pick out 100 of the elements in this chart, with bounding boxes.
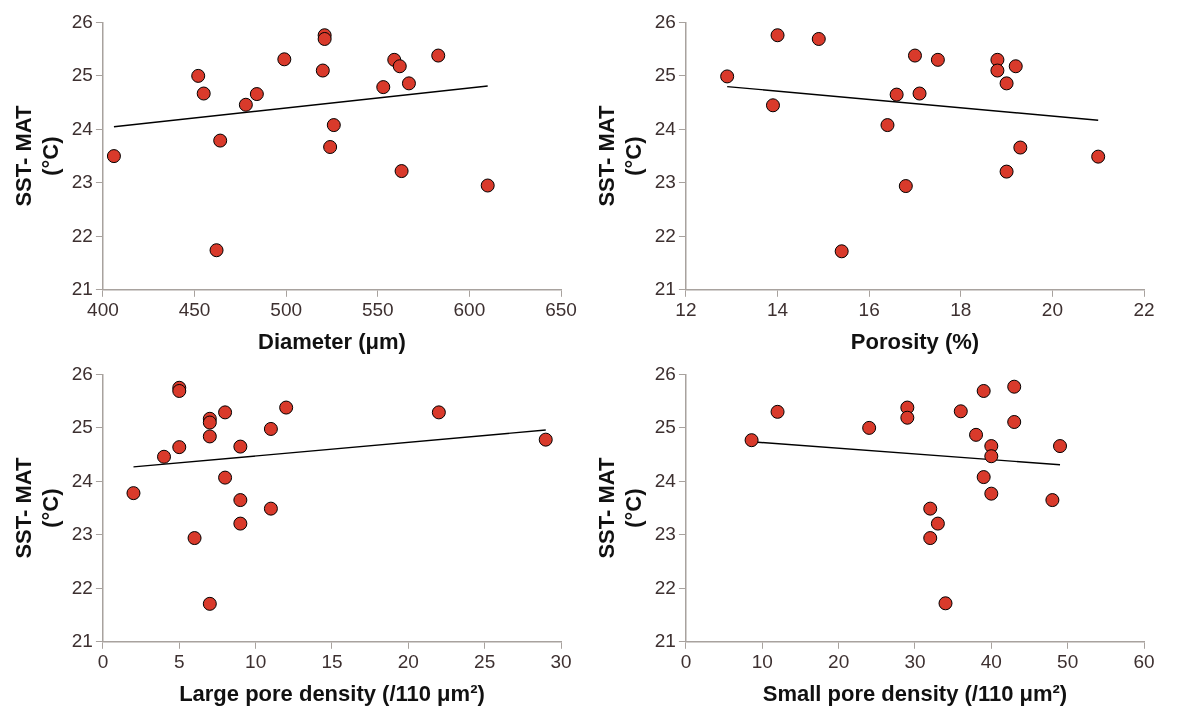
- y-tick-label: 25: [654, 416, 676, 438]
- y-tick-label: 24: [654, 469, 677, 491]
- point: [106, 149, 121, 164]
- x-tick-label: 0: [97, 651, 109, 673]
- point: [1007, 379, 1022, 394]
- point: [394, 164, 409, 179]
- y-tick-label: 25: [71, 64, 93, 86]
- point: [770, 28, 785, 43]
- point: [209, 243, 224, 258]
- point: [720, 69, 735, 84]
- point: [923, 501, 938, 516]
- point: [930, 52, 945, 67]
- x-tick-label: 500: [270, 299, 303, 321]
- point: [431, 48, 446, 63]
- point: [323, 140, 338, 155]
- point: [202, 415, 217, 430]
- x-tick-label: 650: [545, 299, 577, 321]
- x-axis-title: Porosity (%): [850, 328, 980, 354]
- point: [277, 52, 292, 67]
- point: [191, 68, 206, 83]
- y-tick-label: 23: [654, 171, 676, 193]
- x-tick-label: 12: [675, 299, 697, 321]
- point: [376, 80, 391, 95]
- x-axis-title: Small pore density (/110 μm²): [762, 680, 1068, 706]
- point: [218, 405, 233, 420]
- point: [238, 97, 253, 112]
- y-tick-label: 25: [654, 64, 676, 86]
- x-tick-label: 20: [1041, 299, 1063, 321]
- point: [976, 383, 991, 398]
- point: [999, 76, 1014, 91]
- y-tick-label: 22: [654, 576, 676, 598]
- point: [984, 449, 999, 464]
- point: [930, 516, 945, 531]
- point: [157, 449, 172, 464]
- point: [202, 429, 217, 444]
- point: [969, 427, 984, 442]
- point: [1013, 140, 1028, 155]
- x-tick-label: 400: [87, 299, 119, 321]
- point: [907, 48, 922, 63]
- x-tick-label: 60: [1133, 651, 1155, 673]
- point: [213, 133, 228, 148]
- point: [938, 596, 953, 611]
- point: [770, 404, 785, 419]
- point: [315, 63, 330, 78]
- point: [1008, 59, 1023, 74]
- y-tick-label: 21: [654, 630, 676, 652]
- point: [1045, 493, 1060, 508]
- point: [953, 404, 968, 419]
- point: [898, 179, 913, 194]
- x-tick-label: 25: [474, 651, 496, 673]
- y-tick-label: 23: [654, 523, 676, 545]
- y-tick-label: 24: [71, 117, 94, 139]
- y-tick-label: 24: [654, 117, 677, 139]
- y-tick-label: 23: [71, 523, 93, 545]
- x-tick-label: 20: [397, 651, 419, 673]
- x-tick-label: 10: [245, 651, 267, 673]
- y-tick-label: 21: [71, 630, 93, 652]
- y-tick-label: 25: [71, 416, 93, 438]
- point: [263, 421, 278, 436]
- point: [202, 596, 217, 611]
- point: [187, 531, 202, 546]
- x-tick-label: 10: [751, 651, 773, 673]
- x-tick-label: 0: [680, 651, 692, 673]
- y-tick-label: 26: [654, 362, 676, 384]
- y-axis-title: SST- MAT (°C): [594, 457, 646, 559]
- point: [233, 493, 248, 508]
- y-tick-label: 26: [71, 10, 93, 32]
- y-tick-label: 22: [71, 224, 93, 246]
- x-tick-label: 22: [1133, 299, 1155, 321]
- point: [912, 86, 927, 101]
- point: [326, 118, 341, 133]
- point: [218, 470, 233, 485]
- y-tick-label: 24: [71, 469, 94, 491]
- point: [880, 118, 895, 133]
- y-tick-label: 22: [654, 224, 676, 246]
- y-tick-label: 26: [654, 10, 676, 32]
- y-axis-title: SST- MAT (°C): [11, 105, 63, 207]
- point: [233, 516, 248, 531]
- point: [984, 486, 999, 501]
- point: [392, 59, 407, 74]
- point: [862, 420, 877, 435]
- point: [126, 486, 141, 501]
- point: [889, 87, 904, 102]
- point: [480, 178, 495, 193]
- point: [811, 31, 826, 46]
- x-tick-label: 50: [1057, 651, 1079, 673]
- y-tick-label: 21: [71, 278, 93, 300]
- point: [900, 410, 915, 425]
- y-axis-title: SST- MAT (°C): [11, 457, 63, 559]
- point: [249, 87, 264, 102]
- y-tick-label: 23: [71, 171, 93, 193]
- point: [538, 432, 553, 447]
- x-tick-label: 550: [361, 299, 394, 321]
- point: [999, 164, 1014, 179]
- point: [1053, 439, 1068, 454]
- point: [834, 244, 849, 259]
- point: [401, 76, 416, 91]
- point: [990, 63, 1005, 78]
- point: [1091, 149, 1106, 164]
- point: [172, 440, 187, 455]
